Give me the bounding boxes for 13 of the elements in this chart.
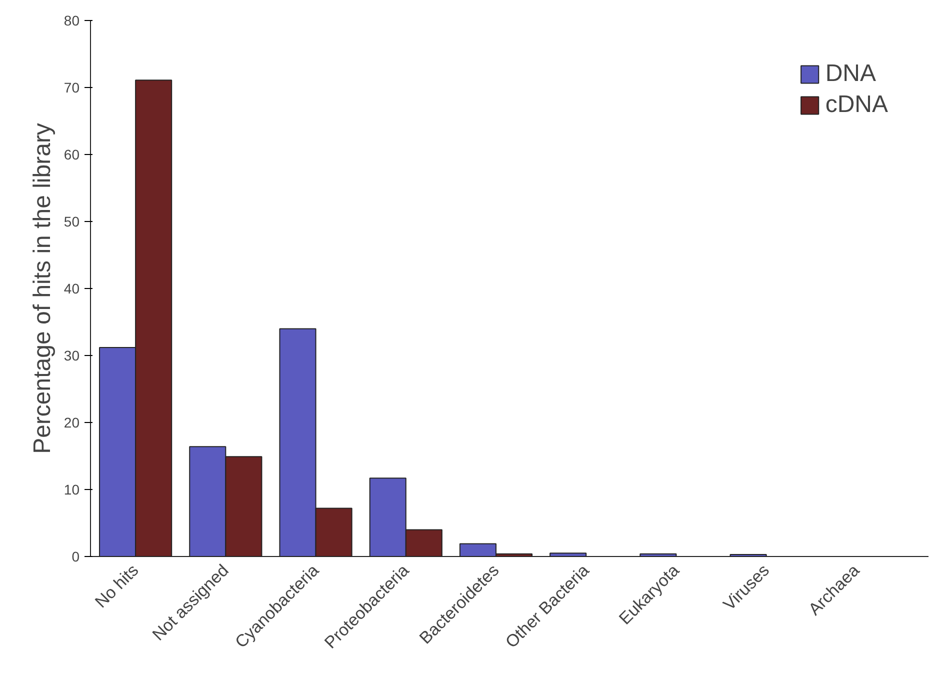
y-tick-label: 0 xyxy=(72,548,80,564)
y-tick-label: 80 xyxy=(64,12,80,28)
y-tick-label: 60 xyxy=(64,146,80,162)
legend-label: cDNA xyxy=(825,91,888,119)
legend-label: DNA xyxy=(825,60,876,88)
y-tick-label: 30 xyxy=(64,348,80,364)
y-axis-title: Percentage of hits in the library xyxy=(28,123,56,454)
y-tick-label: 40 xyxy=(64,280,80,296)
y-tick-label: 10 xyxy=(64,482,80,498)
x-tick-label: No hits xyxy=(91,560,142,612)
y-tick-label: 20 xyxy=(64,414,80,430)
y-tick-label: 50 xyxy=(64,214,80,230)
y-tick-label: 70 xyxy=(64,80,80,96)
